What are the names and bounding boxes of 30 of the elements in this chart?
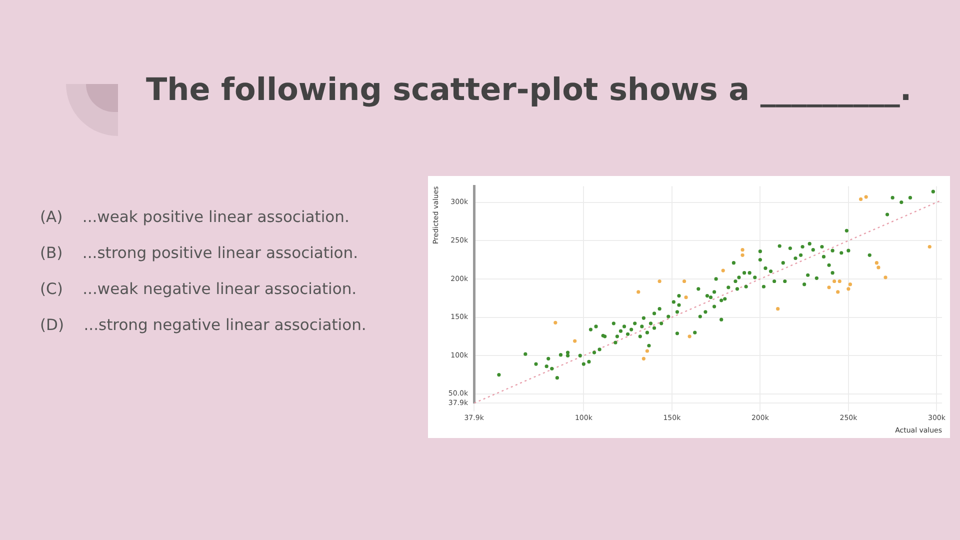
point [928, 244, 932, 249]
point [776, 307, 780, 311]
point [721, 268, 725, 272]
point [836, 290, 840, 294]
point [740, 248, 744, 252]
point [874, 261, 878, 265]
point [864, 195, 868, 199]
point [884, 276, 888, 280]
point [846, 287, 850, 291]
point [645, 349, 650, 353]
point [682, 279, 686, 284]
text: (B) ...strong positive linear association. [40, 244, 358, 262]
point [636, 290, 640, 294]
text: (D) ...strong negative linear association. [40, 316, 366, 334]
point [740, 253, 744, 257]
text: (C) ...weak negative linear association. [40, 280, 357, 298]
chart-title: The following scatter-plot shows a _________. [146, 72, 912, 108]
point [838, 279, 842, 284]
point [573, 339, 577, 343]
text: (A) ...weak positive linear association. [40, 208, 350, 226]
point [642, 356, 646, 360]
point [554, 320, 558, 324]
point [688, 334, 692, 338]
point [832, 279, 836, 284]
point [658, 279, 662, 284]
point [859, 197, 863, 202]
point [876, 266, 880, 270]
point [827, 286, 831, 290]
point [684, 296, 688, 300]
point [848, 282, 852, 286]
